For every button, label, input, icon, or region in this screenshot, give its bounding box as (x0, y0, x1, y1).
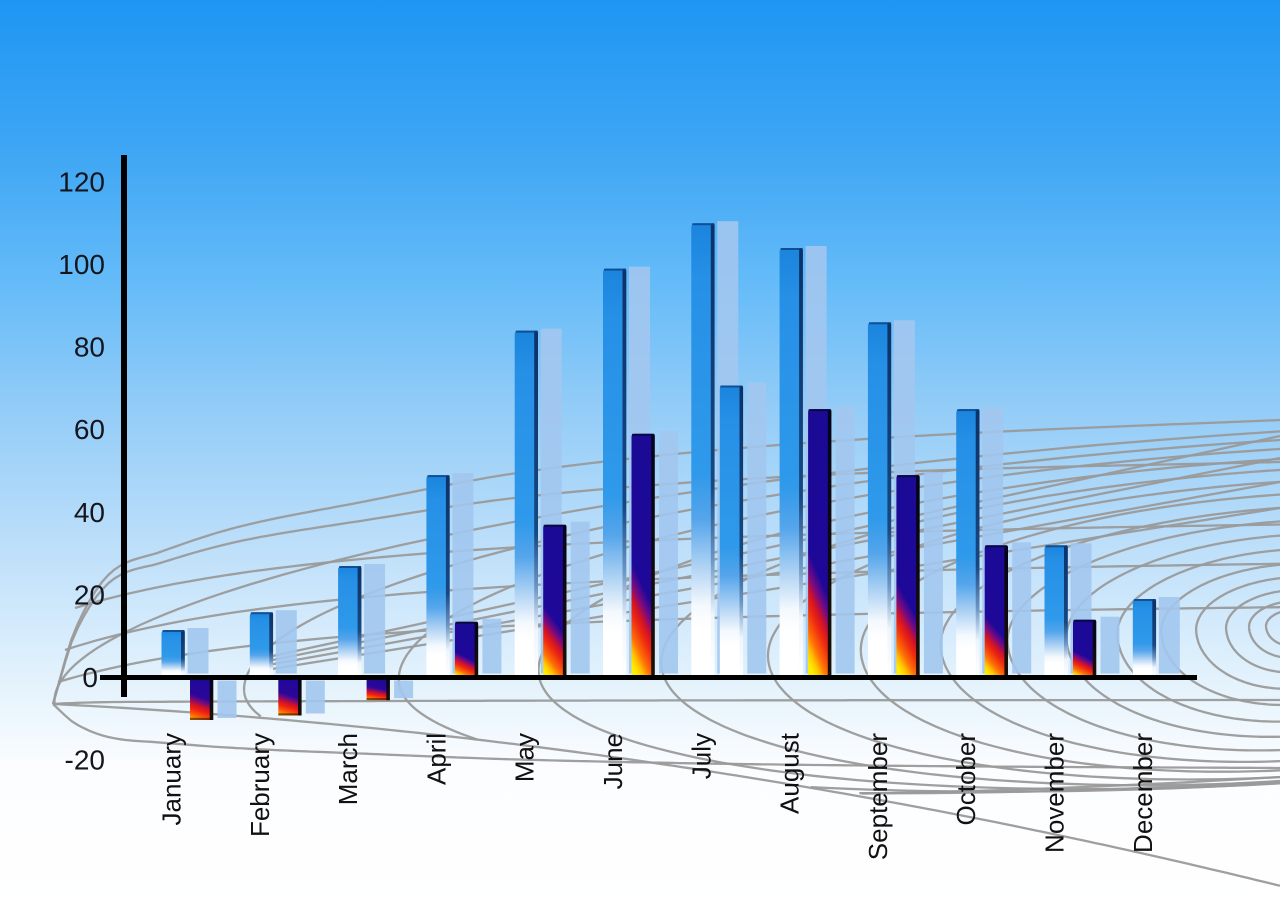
svg-text:April: April (421, 733, 451, 785)
svg-text:February: February (245, 733, 275, 837)
svg-text:June: June (598, 733, 628, 789)
svg-text:-20: -20 (65, 745, 105, 776)
svg-text:20: 20 (74, 579, 105, 610)
svg-text:August: August (775, 732, 805, 814)
svg-text:40: 40 (74, 497, 105, 528)
svg-text:January: January (157, 733, 187, 826)
svg-text:September: September (863, 733, 893, 861)
svg-text:December: December (1128, 733, 1158, 853)
svg-text:100: 100 (58, 249, 105, 280)
svg-text:July: July (686, 733, 716, 779)
svg-text:March: March (333, 733, 363, 805)
svg-text:60: 60 (74, 414, 105, 445)
svg-text:October: October (951, 733, 981, 826)
svg-text:May: May (510, 733, 540, 782)
svg-text:November: November (1040, 733, 1070, 853)
svg-text:0: 0 (82, 662, 98, 693)
svg-text:120: 120 (58, 166, 105, 197)
svg-text:80: 80 (74, 332, 105, 363)
